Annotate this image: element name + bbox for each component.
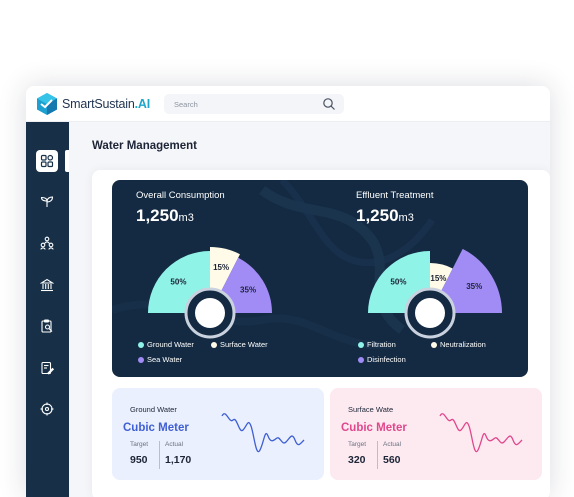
legend-item: Ground Water (138, 340, 194, 349)
sidebar-item-targets[interactable] (36, 398, 58, 420)
target-label: Target (130, 441, 149, 448)
dashboard-grid-icon (40, 154, 54, 168)
effluent-label: Effluent Treatment (356, 190, 434, 201)
legend-label: Filtration (367, 340, 396, 349)
slice-label: 15% (430, 274, 446, 283)
slice-label: 15% (213, 263, 229, 272)
slice-label: 50% (170, 277, 186, 286)
top-bar: SmartSustain.AI (26, 86, 550, 122)
sidebar-item-reports[interactable] (36, 357, 58, 379)
brand-name: SmartSustain.AI (62, 97, 150, 111)
page-title: Water Management (92, 140, 198, 152)
sidebar-item-environment[interactable] (36, 190, 58, 212)
target-icon (40, 402, 54, 416)
active-indicator (65, 150, 69, 172)
summary-panel: Overall Consumption 1,250m3 50% 15% 35% Gr… (112, 180, 528, 377)
legend-dot (138, 356, 144, 363)
legend-label: Neutralization (440, 340, 486, 349)
effluent-block: Effluent Treatment 1,250m3 50% 15% 35% Fil… (332, 180, 528, 377)
slice-label: 35% (466, 282, 482, 291)
legend-label: Sea Water (147, 355, 183, 364)
bank-icon (40, 278, 54, 292)
community-icon (40, 236, 54, 250)
effluent-chart: 50% 15% 35% (368, 248, 502, 339)
gauge-hub (415, 298, 445, 328)
logo-icon (37, 93, 57, 115)
legend-label: Ground Water (147, 340, 194, 349)
sidebar-item-governance[interactable] (36, 274, 58, 296)
surface-water-card[interactable]: Surface Wate Cubic Meter Target Actual 3… (330, 388, 542, 480)
target-label: Target (348, 441, 367, 448)
target-value: 320 (348, 454, 366, 466)
legend-item: Neutralization (431, 340, 486, 349)
sidebar-item-dashboard[interactable] (36, 150, 58, 172)
card-title: Ground Water (130, 405, 177, 414)
document-edit-icon (41, 361, 54, 375)
legend-item: Disinfection (358, 355, 406, 364)
consumption-unit: m3 (178, 212, 194, 224)
sprout-icon (40, 196, 54, 207)
actual-label: Actual (165, 441, 184, 448)
legend-dot (431, 341, 437, 348)
divider (159, 441, 160, 469)
search-input[interactable] (174, 97, 314, 111)
actual-value: 1,170 (165, 454, 192, 466)
slice-label: 50% (390, 277, 406, 286)
actual-value: 560 (383, 454, 401, 466)
consumption-block: Overall Consumption 1,250m3 50% 15% 35% Gr… (112, 180, 320, 377)
effluent-number: 1,250 (356, 206, 399, 225)
legend-label: Disinfection (367, 355, 406, 364)
app-window: SmartSustain.AI (26, 86, 550, 497)
card-unit: Cubic Meter (341, 422, 407, 434)
consumption-chart: 50% 15% 35% (148, 247, 272, 339)
target-value: 950 (130, 454, 148, 466)
sidebar-item-audit[interactable] (36, 315, 58, 337)
effluent-value: 1,250m3 (356, 206, 414, 226)
consumption-number: 1,250 (136, 206, 179, 225)
surface-trend-line (439, 413, 523, 453)
consumption-label: Overall Consumption (136, 190, 225, 201)
ground-trend-line (221, 413, 305, 453)
legend-item: Filtration (358, 340, 396, 349)
legend-item: Sea Water (138, 355, 182, 364)
slice-label: 35% (240, 286, 256, 295)
gauge-hub (195, 298, 225, 328)
search-icon[interactable] (322, 97, 336, 111)
legend-dot (211, 341, 217, 348)
consumption-value: 1,250m3 (136, 206, 194, 226)
ground-water-card[interactable]: Ground Water Cubic Meter Target Actual 9… (112, 388, 324, 480)
legend-dot (358, 356, 364, 363)
divider (377, 441, 378, 469)
search-box[interactable] (164, 94, 344, 114)
brand-prefix: SmartSustain (62, 97, 135, 111)
sidebar (26, 122, 69, 497)
effluent-unit: m3 (398, 212, 414, 224)
card-title: Surface Wate (348, 405, 394, 414)
sidebar-item-social[interactable] (36, 232, 58, 254)
clipboard-search-icon (41, 319, 53, 333)
legend-label: Surface Water (220, 340, 268, 349)
legend-dot (138, 341, 144, 348)
brand-suffix: .AI (134, 97, 151, 111)
legend-dot (358, 341, 364, 348)
legend-item: Surface Water (211, 340, 268, 349)
card-unit: Cubic Meter (123, 422, 189, 434)
actual-label: Actual (383, 441, 402, 448)
